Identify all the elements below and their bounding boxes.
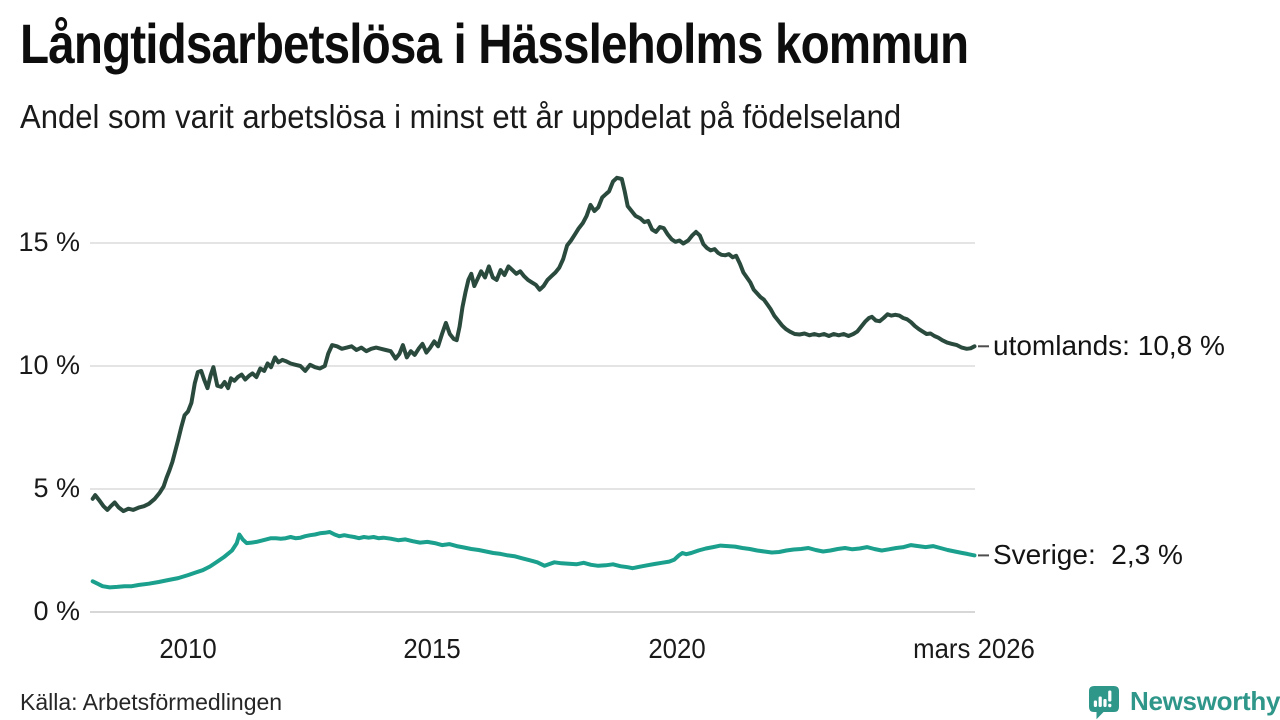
brand-wordmark: Newsworthy: [1130, 686, 1280, 716]
x-tick-mars-2026: mars 2026: [912, 633, 1035, 664]
x-tick-2010: 2010: [159, 633, 217, 664]
y-tick-0: 0 %: [33, 595, 80, 626]
series-label-utomlands: utomlands: 10,8 %: [993, 330, 1225, 362]
x-tick-2020: 2020: [647, 633, 706, 664]
y-tick-15: 15 %: [18, 226, 80, 257]
page-subtitle: Andel som varit arbetslösa i minst ett å…: [20, 98, 902, 135]
source-label: Källa: Arbetsförmedlingen: [20, 689, 283, 715]
series-label-sverige: Sverige: 2,3 %: [993, 539, 1183, 571]
page-title: Långtidsarbetslösa i Hässleholms kommun: [20, 12, 969, 75]
y-tick-5: 5 %: [33, 472, 80, 503]
series-line-sverige: [90, 530, 977, 590]
newsworthy-logo: Newsworthy: [1086, 683, 1280, 720]
x-tick-2015: 2015: [403, 633, 461, 664]
bar-chart-bubble-icon: [1089, 686, 1119, 720]
y-tick-10: 10 %: [18, 349, 80, 380]
series-line-utomlands: [90, 175, 977, 514]
